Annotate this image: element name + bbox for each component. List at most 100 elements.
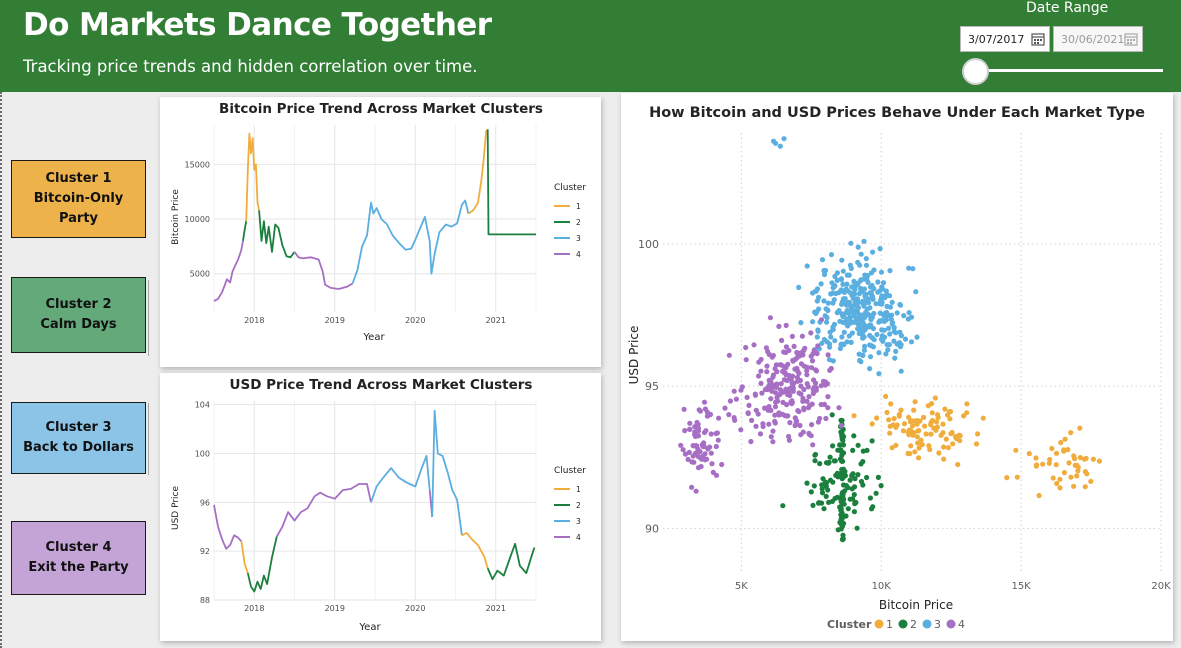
scatter-point-cluster-2: [812, 451, 819, 458]
scatter-point-cluster-4: [792, 422, 798, 429]
scatter-point-cluster-2: [839, 497, 845, 504]
scatter-point-cluster-4: [806, 394, 812, 400]
scatter-point-cluster-3: [819, 257, 826, 263]
cluster-1-card[interactable]: Cluster 1 Bitcoin-Only Party: [11, 160, 146, 238]
cluster-3-card[interactable]: Cluster 3 Back to Dollars: [11, 402, 146, 474]
scatter-point-cluster-4: [758, 368, 764, 374]
scatter-point-cluster-2: [864, 474, 870, 481]
scatter-point-cluster-3: [847, 307, 853, 313]
scatter-point-cluster-3: [777, 143, 783, 149]
scatter-point-cluster-4: [818, 383, 824, 389]
calendar-icon[interactable]: [1123, 31, 1139, 47]
scatter-point-cluster-1: [887, 430, 893, 436]
scatter-point-cluster-2: [821, 506, 827, 512]
scatter-point-cluster-4: [780, 389, 786, 395]
calendar-icon[interactable]: [1030, 31, 1046, 47]
bitcoin-trend-chart-panel[interactable]: Bitcoin Price Trend Across Market Cluste…: [160, 97, 601, 367]
scatter-point-cluster-1: [1096, 458, 1102, 464]
scatter-point-cluster-4: [790, 380, 796, 386]
scatter-point-cluster-1: [912, 449, 918, 455]
scatter-point-cluster-3: [886, 342, 892, 348]
scatter-point-cluster-3: [913, 289, 919, 295]
end-date-input[interactable]: 30/06/2021: [1053, 26, 1143, 52]
scatter-point-cluster-4: [695, 448, 701, 454]
divider: [148, 280, 149, 356]
scatter-point-cluster-3: [867, 354, 874, 360]
y-tick-label: 95: [645, 380, 659, 393]
cluster-1-description: Bitcoin-Only Party: [33, 191, 124, 226]
scatter-point-cluster-4: [687, 420, 693, 426]
legend-title: Cluster: [554, 183, 586, 193]
scatter-point-cluster-2: [845, 506, 851, 512]
scatter-point-cluster-4: [743, 344, 749, 351]
cluster-4-card[interactable]: Cluster 4 Exit the Party: [11, 521, 146, 595]
scatter-point-cluster-3: [863, 262, 870, 268]
series-line-cluster-2: [246, 536, 278, 593]
scatter-point-cluster-1: [900, 428, 906, 434]
scatter-point-cluster-3: [813, 310, 819, 316]
scatter-point-cluster-1: [980, 415, 986, 421]
series-line-cluster-1: [467, 128, 489, 215]
scatter-point-cluster-3: [894, 310, 900, 316]
scatter-point-cluster-3: [821, 268, 827, 274]
scatter-point-cluster-3: [840, 281, 846, 287]
scatter-point-cluster-3: [839, 257, 845, 263]
scatter-point-cluster-1: [928, 431, 934, 437]
scatter-point-cluster-1: [912, 399, 918, 405]
scatter-point-cluster-4: [698, 463, 704, 470]
scatter-point-cluster-1: [869, 421, 875, 427]
scatter-point-cluster-4: [753, 423, 759, 429]
x-tick-label: 2020: [405, 316, 425, 325]
scatter-point-cluster-1: [1054, 480, 1060, 487]
scatter-point-cluster-1: [886, 417, 892, 423]
scatter-point-cluster-3: [874, 331, 880, 338]
scatter-point-cluster-1: [1057, 476, 1063, 482]
scatter-point-cluster-2: [812, 458, 818, 464]
scatter-point-cluster-4: [795, 408, 801, 414]
start-date-input[interactable]: 3/07/2017: [960, 26, 1050, 52]
scatter-point-cluster-3: [873, 301, 879, 307]
scatter-point-cluster-4: [792, 415, 798, 421]
scatter-point-cluster-1: [975, 431, 981, 437]
scatter-chart-panel[interactable]: How Bitcoin and USD Prices Behave Under …: [621, 93, 1173, 641]
scatter-point-cluster-4: [757, 431, 764, 437]
scatter-point-cluster-4: [797, 422, 803, 429]
scatter-point-cluster-3: [875, 279, 881, 285]
scatter-point-cluster-1: [1004, 475, 1010, 481]
series-line-cluster-3: [431, 409, 463, 536]
scatter-point-cluster-4: [770, 372, 777, 378]
scatter-point-cluster-3: [838, 276, 844, 282]
scatter-point-cluster-1: [1014, 474, 1020, 480]
cluster-2-description: Calm Days: [40, 317, 117, 332]
scatter-point-cluster-2: [780, 503, 786, 509]
scatter-point-cluster-2: [858, 478, 865, 485]
usd-trend-chart-panel[interactable]: USD Price Trend Across Market Clusters 8…: [160, 373, 601, 641]
scatter-point-cluster-3: [845, 319, 851, 325]
scatter-point-cluster-4: [804, 372, 810, 378]
scatter-point-cluster-3: [867, 342, 873, 348]
scatter-point-cluster-4: [800, 395, 806, 402]
scatter-point-cluster-3: [840, 313, 846, 319]
date-slider-handle[interactable]: [962, 58, 989, 85]
scatter-point-cluster-2: [843, 513, 849, 519]
scatter-point-cluster-1: [1068, 430, 1074, 436]
scatter-point-cluster-3: [898, 368, 904, 374]
scatter-point-cluster-3: [883, 288, 889, 294]
scatter-point-cluster-4: [773, 384, 779, 390]
scatter-point-cluster-3: [889, 299, 895, 305]
scatter-point-cluster-4: [702, 406, 708, 412]
scatter-point-cluster-4: [708, 450, 714, 456]
date-slider-track[interactable]: [965, 69, 1163, 72]
start-date-value: 3/07/2017: [968, 33, 1025, 46]
scatter-point-cluster-4: [778, 381, 784, 387]
scatter-point-cluster-3: [870, 325, 876, 332]
cluster-2-card[interactable]: Cluster 2 Calm Days: [11, 277, 146, 353]
scatter-point-cluster-2: [841, 520, 847, 526]
scatter-point-cluster-4: [719, 461, 725, 468]
scatter-point-cluster-1: [898, 407, 904, 413]
scatter-point-cluster-4: [759, 390, 765, 396]
scatter-point-cluster-3: [825, 300, 831, 306]
scatter-point-cluster-4: [774, 394, 780, 401]
scatter-point-cluster-1: [1058, 439, 1064, 446]
scatter-point-cluster-4: [710, 469, 716, 475]
